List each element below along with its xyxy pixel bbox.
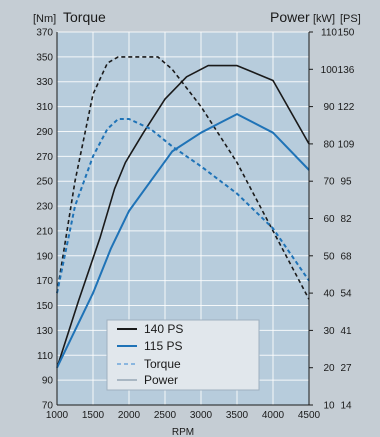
power-kw-tick-label: 90: [323, 102, 335, 113]
legend-label-115ps: 115 PS: [144, 339, 182, 353]
power-kw-tick-label: 100: [321, 65, 338, 76]
power-kw-tick-label: 110: [321, 28, 337, 39]
power-ps-tick-label: 150: [338, 28, 355, 39]
torque-tick-label: 90: [42, 376, 54, 387]
power-ps-tick-label: 54: [340, 289, 352, 300]
series-line-115-ps-torque: [56, 118, 310, 294]
x-tick-label: 4500: [298, 410, 321, 421]
x-tick-label: 1000: [46, 410, 69, 421]
legend-label-140ps: 140 PS: [144, 322, 183, 336]
power-kw-tick-label: 80: [323, 139, 335, 150]
x-tick-label: 3500: [226, 410, 249, 421]
torque-tick-label: 190: [36, 251, 53, 262]
torque-tick-label: 250: [36, 177, 53, 188]
power-ps-tick-label: 27: [340, 363, 352, 374]
axes: 1000 1500 2000 2500 3000 3500 4000 450070901101…: [36, 28, 354, 422]
right-axis-unit-ps: [PS]: [340, 13, 361, 25]
x-tick-label: 2500: [154, 410, 177, 421]
power-kw-tick-label: 30: [323, 326, 335, 337]
legend-label-torque: Torque: [144, 357, 181, 371]
torque-tick-label: 290: [36, 127, 53, 138]
power-kw-tick-label: 70: [323, 177, 335, 188]
power-ps-tick-label: 82: [340, 214, 352, 225]
legend-label-power: Power: [144, 373, 178, 387]
power-kw-tick-label: 50: [323, 251, 335, 262]
torque-tick-label: 70: [42, 401, 54, 412]
x-tick-label: 2000: [118, 410, 141, 421]
torque-tick-label: 210: [36, 226, 53, 237]
power-kw-tick-label: 20: [323, 363, 335, 374]
x-axis-label: RPM: [172, 427, 194, 437]
torque-tick-label: 350: [36, 52, 53, 63]
torque-tick-label: 170: [36, 276, 53, 287]
right-axis-title: Power: [270, 9, 310, 25]
x-tick-label: 4000: [262, 410, 285, 421]
legend: 140 PS 115 PS Torque Power: [106, 319, 260, 391]
x-tick-label: 1500: [82, 410, 105, 421]
torque-tick-label: 130: [36, 326, 53, 337]
power-ps-tick-label: 68: [340, 251, 352, 262]
torque-tick-label: 270: [36, 152, 53, 163]
left-axis-title: Torque: [63, 9, 106, 25]
series-layer: [56, 56, 310, 369]
power-kw-tick-label: 10: [323, 401, 335, 412]
x-tick-label: 3000: [190, 410, 213, 421]
power-kw-tick-label: 60: [323, 214, 335, 225]
power-ps-tick-label: 14: [340, 401, 352, 412]
torque-tick-label: 310: [36, 102, 53, 113]
series-line-140-ps-power: [56, 64, 310, 368]
power-ps-tick-label: 95: [340, 177, 352, 188]
torque-tick-label: 110: [37, 351, 53, 362]
power-ps-tick-label: 41: [340, 326, 352, 337]
power-ps-tick-label: 122: [338, 102, 355, 113]
series-line-115-ps-power: [56, 113, 310, 369]
power-ps-tick-label: 136: [338, 65, 355, 76]
series-line-140-ps-torque: [56, 56, 310, 300]
torque-tick-label: 230: [36, 202, 53, 213]
left-axis-unit: [Nm]: [33, 13, 56, 25]
right-axis-unit-kw: [kW]: [313, 13, 335, 25]
power-ps-tick-label: 109: [338, 139, 355, 150]
legend-box: [106, 319, 260, 391]
torque-tick-label: 370: [36, 28, 53, 39]
torque-tick-label: 150: [36, 301, 53, 312]
power-kw-tick-label: 40: [323, 289, 335, 300]
torque-tick-label: 330: [36, 77, 53, 88]
